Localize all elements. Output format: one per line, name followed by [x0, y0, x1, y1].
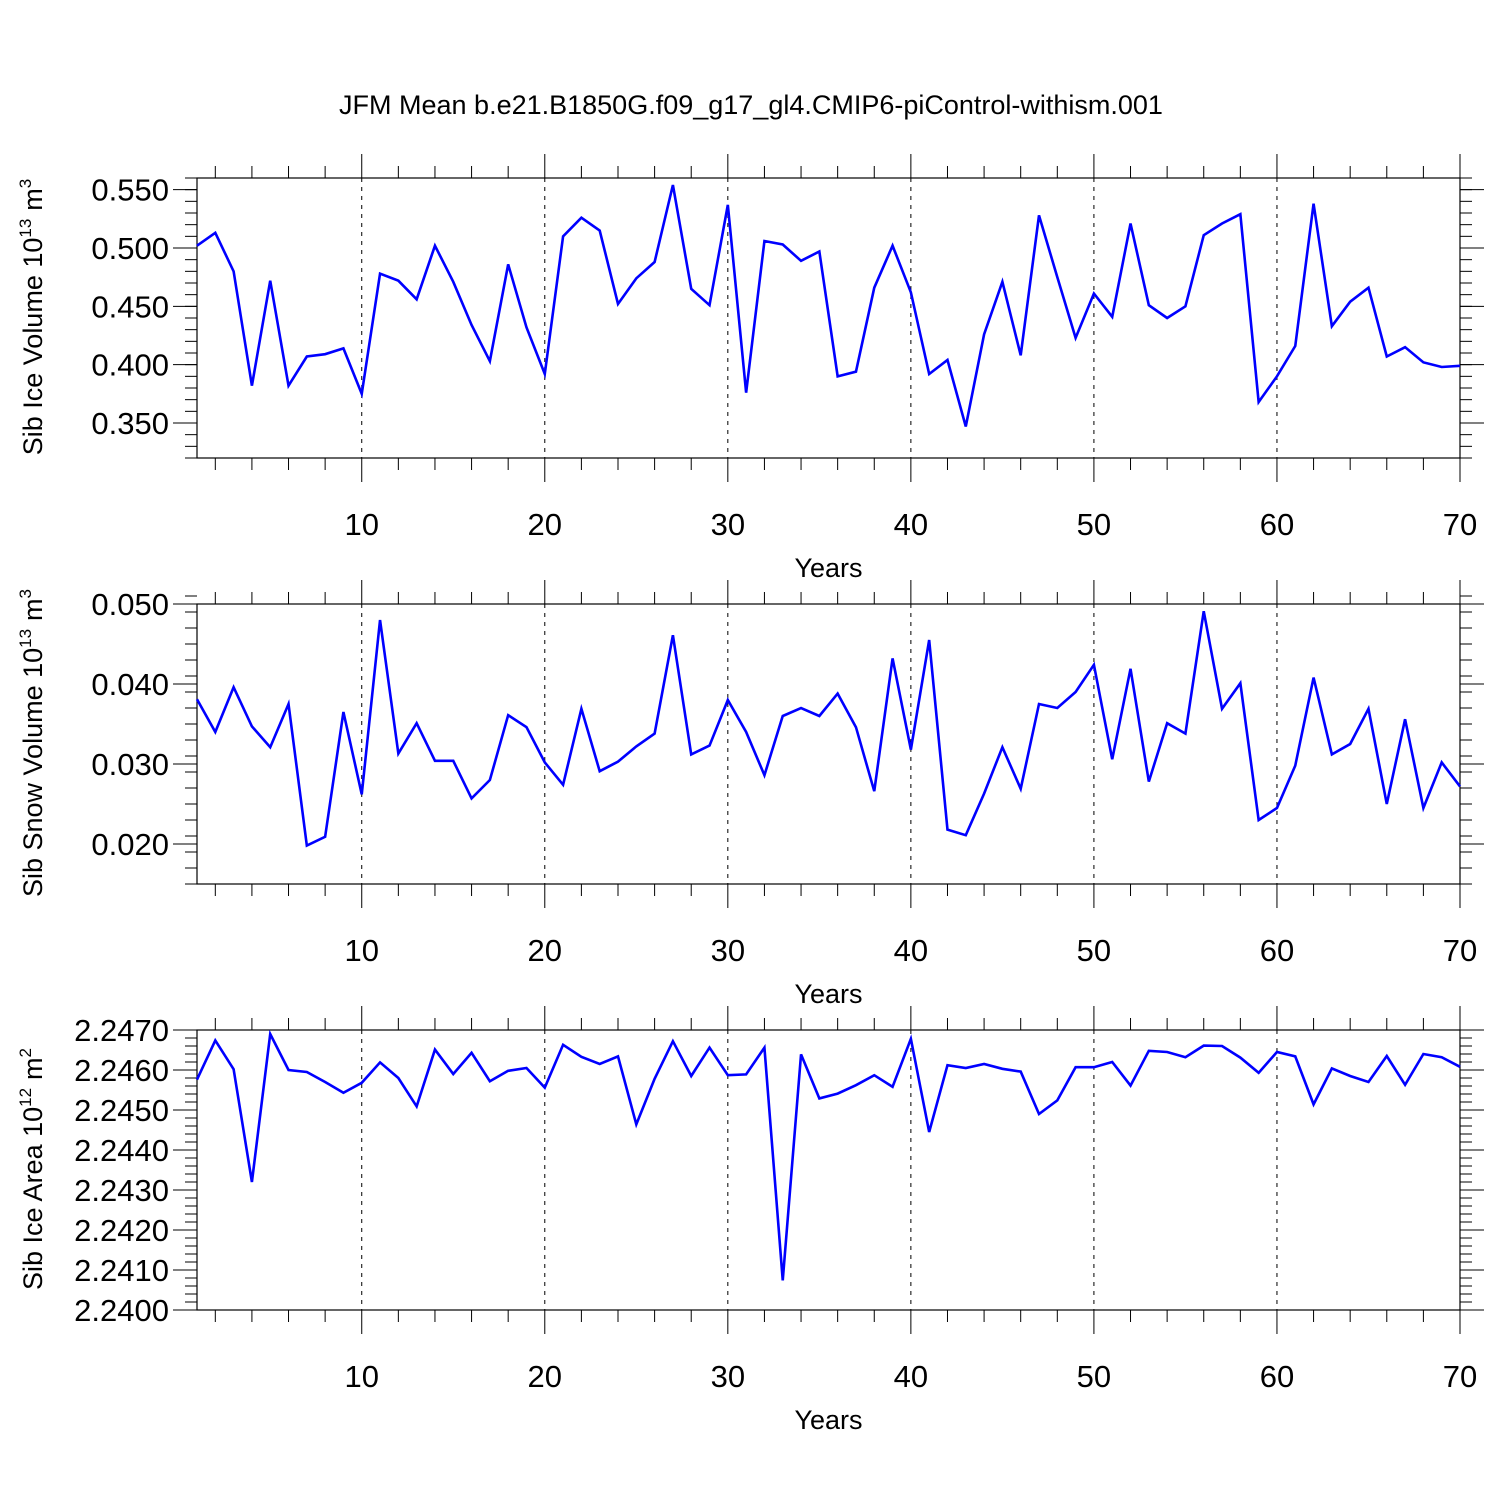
panels: 0.350 0.400 0.450 0.500 0.550 10 20 30 40 50 60 70 Y…	[16, 154, 1484, 1435]
y-axis-label-main: Sib Ice Volume 10	[18, 238, 48, 456]
y-axis-label-main: Sib Ice Area 10	[18, 1107, 48, 1290]
x-tick-label-30: 30	[711, 933, 745, 968]
x-axis-label: Years	[794, 979, 862, 1009]
y-tick-label-0.040: 0.040	[91, 667, 169, 702]
y-tick-label-0.500: 0.500	[91, 231, 169, 266]
y-tick-label-0.020: 0.020	[91, 827, 169, 862]
y-axis-label-unit-exponent: 3	[16, 589, 35, 598]
y-axis-label-unit: m	[18, 598, 48, 621]
x-axis-label: Years	[794, 553, 862, 583]
plot-frame	[196, 1029, 1461, 1311]
y-tick-label-2.2440: 2.2440	[74, 1133, 169, 1168]
y-axis-label: Sib Snow Volume 1013 m3	[16, 589, 48, 897]
y-tick-label-0.550: 0.550	[91, 173, 169, 208]
figure-title: JFM Mean b.e21.B1850G.f09_g17_gl4.CMIP6-…	[339, 90, 1163, 120]
y-axis-label-main: Sib Snow Volume 10	[18, 648, 48, 897]
panel-3: 2.2400 2.2410 2.2420 2.2430 2.2440 2.2450 2.24…	[16, 1006, 1484, 1435]
x-tick-label-60: 60	[1260, 507, 1294, 542]
y-tick-label-2.2470: 2.2470	[74, 1013, 169, 1048]
x-tick-label-70: 70	[1443, 507, 1477, 542]
x-tick-label-30: 30	[711, 507, 745, 542]
x-tick-label-20: 20	[528, 933, 562, 968]
y-tick-label-2.2460: 2.2460	[74, 1053, 169, 1088]
y-axis-label: Sib Ice Area 1012 m2	[16, 1048, 48, 1290]
y-tick-label-2.2430: 2.2430	[74, 1173, 169, 1208]
x-tick-label-60: 60	[1260, 1359, 1294, 1394]
y-tick-label-0.400: 0.400	[91, 348, 169, 383]
series-line-1	[196, 184, 1461, 427]
x-tick-label-10: 10	[344, 507, 378, 542]
x-tick-label-50: 50	[1077, 933, 1111, 968]
y-axis-label-exponent: 13	[16, 629, 35, 648]
y-axis-label-exponent: 13	[16, 219, 35, 238]
y-tick-label-2.2400: 2.2400	[74, 1293, 169, 1328]
x-tick-label-40: 40	[894, 933, 928, 968]
x-tick-label-20: 20	[528, 1359, 562, 1394]
x-tick-label-70: 70	[1443, 1359, 1477, 1394]
series-line-2	[195, 610, 1462, 848]
x-tick-label-40: 40	[894, 1359, 928, 1394]
y-axis-label-unit: m	[18, 1057, 48, 1080]
y-axis-label-exponent: 12	[16, 1088, 35, 1107]
x-tick-label-60: 60	[1260, 933, 1294, 968]
y-tick-label-0.450: 0.450	[91, 289, 169, 324]
x-tick-label-50: 50	[1077, 1359, 1111, 1394]
y-axis-label-unit-exponent: 2	[16, 1048, 35, 1057]
y-tick-label-0.050: 0.050	[91, 587, 169, 622]
x-tick-label-10: 10	[344, 1359, 378, 1394]
plot-frame	[196, 603, 1461, 885]
panel-2: 0.020 0.030 0.040 0.050 10 20 30 40 50 60 70 Years S…	[16, 580, 1484, 1009]
y-tick-label-2.2450: 2.2450	[74, 1093, 169, 1128]
y-tick-label-0.030: 0.030	[91, 747, 169, 782]
y-axis-label-unit-exponent: 3	[16, 179, 35, 188]
y-tick-label-0.350: 0.350	[91, 406, 169, 441]
y-tick-label-2.2410: 2.2410	[74, 1253, 169, 1288]
x-tick-label-40: 40	[894, 507, 928, 542]
x-tick-label-30: 30	[711, 1359, 745, 1394]
x-axis-label: Years	[794, 1405, 862, 1435]
y-axis-label: Sib Ice Volume 1013 m3	[16, 179, 48, 456]
series-line-3	[195, 1029, 1461, 1281]
x-tick-label-20: 20	[528, 507, 562, 542]
panel-1: 0.350 0.400 0.450 0.500 0.550 10 20 30 40 50 60 70 Y…	[16, 154, 1484, 583]
x-tick-label-10: 10	[344, 933, 378, 968]
y-axis-label-unit: m	[18, 188, 48, 211]
x-tick-label-50: 50	[1077, 507, 1111, 542]
x-tick-label-70: 70	[1443, 933, 1477, 968]
y-tick-label-2.2420: 2.2420	[74, 1213, 169, 1248]
